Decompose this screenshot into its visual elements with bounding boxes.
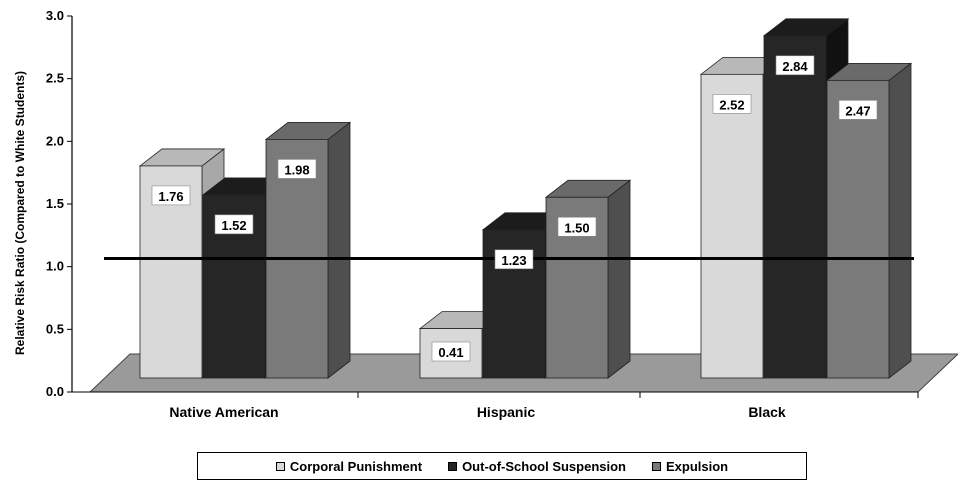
bar-front — [826, 79, 890, 379]
y-tick-label: 0.0 — [46, 384, 64, 399]
bar — [825, 62, 913, 379]
y-tick-label: 1.5 — [46, 196, 64, 211]
y-tick-label: 2.0 — [46, 133, 64, 148]
y-tick-label: 1.0 — [46, 259, 64, 274]
bar-front — [763, 35, 827, 379]
legend-label: Out-of-School Suspension — [462, 458, 626, 474]
data-label-box — [838, 100, 878, 120]
y-axis-label: Relative Risk Ratio (Compared to White S… — [13, 71, 27, 355]
data-label-box — [277, 159, 317, 179]
data-label-box — [151, 185, 191, 206]
data-label-box — [431, 341, 471, 362]
data-label: 2.47 — [845, 103, 870, 118]
data-label: 1.98 — [284, 162, 309, 177]
legend-item-corporal-punishment: Corporal Punishment — [275, 458, 423, 474]
data-label: 1.50 — [564, 220, 589, 235]
data-label-box — [775, 55, 815, 76]
category-labels: Native American Hispanic Black — [169, 404, 785, 420]
data-label: 2.84 — [782, 59, 808, 74]
y-tick-label: 3.0 — [46, 8, 64, 23]
bar-side — [607, 179, 631, 379]
legend-item-out-of-school-suspension: Out-of-School Suspension — [448, 459, 626, 474]
bar — [544, 179, 632, 379]
legend-label: Corporal Punishment — [289, 458, 423, 474]
data-label: 1.52 — [221, 218, 246, 233]
legend-swatch — [652, 461, 661, 471]
legend-swatch — [275, 461, 285, 471]
data-label-box — [214, 214, 254, 235]
category-label: Native American — [169, 404, 278, 420]
legend-item-expulsion: Expulsion — [652, 459, 728, 474]
data-label: 0.41 — [438, 345, 463, 360]
bars — [138, 17, 913, 379]
bar-side — [327, 121, 351, 379]
data-label: 1.76 — [158, 189, 183, 204]
legend-label: Expulsion — [666, 458, 729, 474]
category-label: Hispanic — [477, 404, 536, 420]
y-tick-label: 0.5 — [46, 321, 64, 336]
y-tick-label: 2.5 — [46, 71, 64, 86]
data-label-box — [494, 249, 534, 270]
data-label: 1.23 — [501, 253, 526, 268]
data-labels: 1.76 1.52 1.98 0.41 1.23 1.50 2.52 2.84 2.47 — [151, 55, 878, 362]
y-axis: 0.0 0.5 1.0 1.5 2.0 2.5 3.0 — [46, 8, 919, 399]
data-label-box — [712, 94, 752, 114]
bar-front — [700, 73, 764, 379]
data-label: 2.52 — [719, 97, 744, 112]
legend: Corporal Punishment Out-of-School Suspen… — [197, 452, 807, 480]
category-label: Black — [748, 404, 786, 420]
legend-swatch — [448, 461, 458, 471]
bar-side — [888, 62, 912, 379]
data-label-box — [557, 216, 597, 237]
